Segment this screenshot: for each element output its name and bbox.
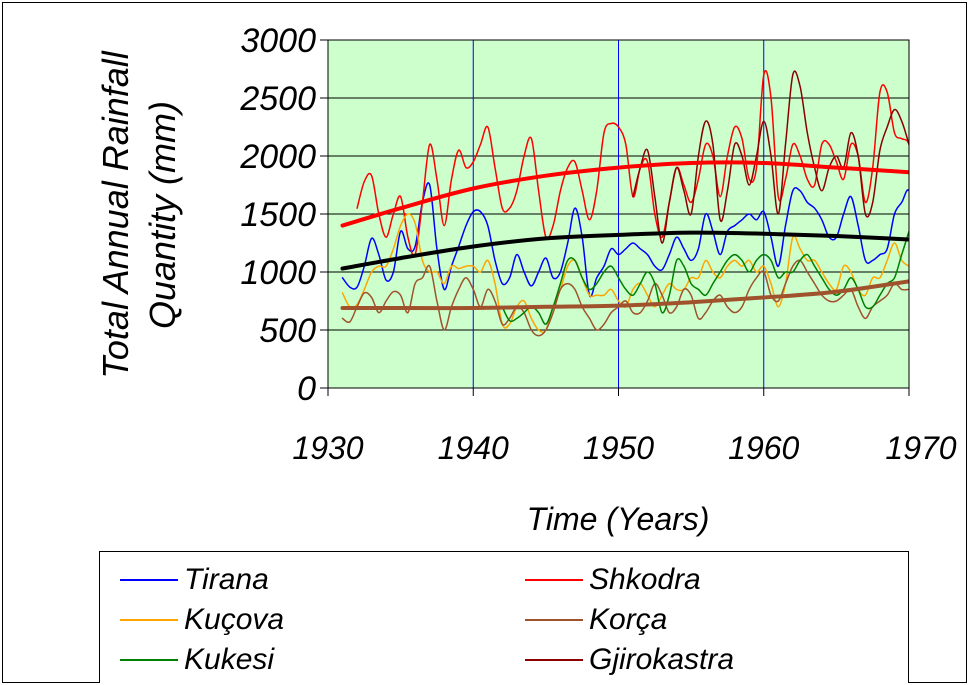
y-tick-label: 500 (259, 312, 316, 350)
legend-item-gjirokastra: Gjirokastra (525, 640, 734, 680)
legend-item-kor-a: Korça (525, 600, 667, 640)
y-tick-label: 2000 (239, 138, 316, 176)
legend-swatch (525, 659, 583, 661)
series-line-kor-a (341, 259, 909, 337)
y-tick-label: 1000 (240, 254, 316, 292)
legend-label: Gjirokastra (589, 643, 735, 676)
x-axis-label: Time (Years) (527, 501, 710, 537)
legend-swatch (120, 579, 178, 581)
legend-item-kukesi: Kukesi (120, 640, 274, 680)
y-tick-label: 2500 (239, 80, 316, 118)
legend-swatch (525, 619, 583, 621)
x-tick-label: 1960 (728, 430, 799, 466)
legend-swatch (120, 619, 178, 621)
series-line-tirana (341, 182, 909, 298)
series-line-shkodra-trend (340, 160, 909, 228)
y-axis-label-line1: Total Annual Rainfall (95, 50, 136, 379)
legend-label: Kukesi (184, 643, 275, 676)
x-tick-label: 1930 (292, 430, 363, 466)
legend-item-ku-ova: Kuçova (120, 600, 284, 640)
y-tick-label: 0 (297, 370, 316, 408)
x-tick-labels: 1930 1940 1950 1960 1970 (292, 430, 956, 466)
legend-label: Korça (589, 603, 668, 636)
vertical-gridlines (327, 40, 910, 396)
legend-swatch (525, 579, 583, 581)
legend: Tirana Shkodra Kuçova Korça Kukesi Gjirokastr… (99, 551, 909, 683)
y-tick-label: 3000 (240, 22, 316, 60)
y-tick-label: 1500 (240, 196, 316, 234)
series-line-tirana-trend (340, 230, 909, 271)
series-layer (340, 69, 909, 337)
legend-label: Tirana (184, 563, 269, 596)
legend-label: Kuçova (184, 603, 285, 636)
legend-item-shkodra: Shkodra (525, 560, 701, 600)
plot-border (327, 39, 910, 389)
legend-swatch (120, 659, 178, 661)
y-axis-label-line2: Quantity (mm) (142, 101, 183, 329)
x-tick-label: 1970 (885, 430, 956, 466)
y-tick-labels: 0 500 1000 1500 2000 2500 3000 (239, 22, 316, 408)
series-line-gjirokastra (632, 70, 909, 244)
series-line-kor-a-trend (340, 279, 909, 311)
legend-item-tirana: Tirana (120, 560, 269, 600)
x-tick-label: 1950 (583, 430, 654, 466)
legend-label: Shkodra (589, 563, 701, 596)
x-tick-label: 1940 (438, 430, 509, 466)
